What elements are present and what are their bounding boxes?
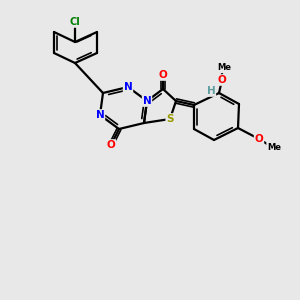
Text: O: O [218,75,226,85]
Text: S: S [166,114,174,124]
Text: O: O [159,70,167,80]
Text: O: O [255,134,263,144]
Text: N: N [142,96,152,106]
Text: Me: Me [217,64,231,73]
Text: O: O [106,140,116,150]
Text: N: N [124,82,132,92]
Text: N: N [96,110,104,120]
Text: Me: Me [267,142,281,152]
Text: H: H [207,86,215,96]
Text: Cl: Cl [70,17,80,27]
